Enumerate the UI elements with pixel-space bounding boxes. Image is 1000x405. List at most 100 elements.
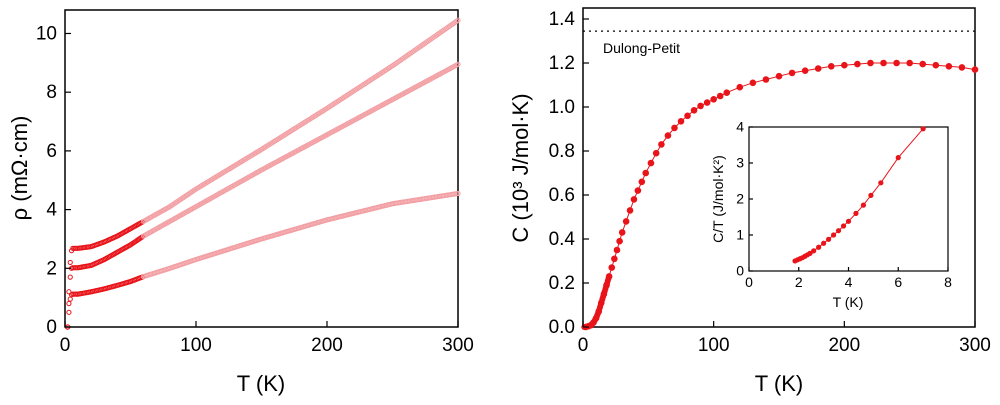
resistivity-point: [67, 296, 73, 302]
resistivity-series-sample-bottom: [65, 190, 461, 330]
heat-capacity-point: [841, 61, 848, 69]
heat-capacity-point: [613, 246, 621, 254]
heat-capacity-point: [801, 67, 809, 74]
heat-capacity-point: [958, 64, 966, 71]
heat-capacity-point: [723, 89, 731, 96]
heat-capacity-point: [597, 299, 605, 307]
heat-capacity-point: [608, 264, 616, 271]
dulong-petit-label: Dulong-Petit: [603, 40, 680, 56]
heat-capacity-point: [634, 187, 642, 194]
heat-capacity-point: [710, 96, 717, 103]
resistivity-point: [67, 274, 73, 280]
heat-capacity-point: [814, 65, 822, 72]
resistivity-x-tick-label: 100: [180, 335, 212, 356]
resistivity-plot-frame: [64, 9, 459, 328]
inset-y-tick-label: 2: [736, 191, 744, 207]
heat-capacity-point: [642, 169, 650, 177]
heat-capacity-y-tick-label: 1.0: [549, 97, 575, 118]
heat-capacity-point: [592, 314, 600, 322]
inset-point: [807, 250, 813, 256]
heat-capacity-y-tick-label: 0.4: [549, 229, 576, 250]
resistivity-point: [455, 61, 461, 67]
inset-point: [868, 192, 874, 198]
heat-capacity-point: [716, 92, 724, 100]
resistivity-panel: 0 100 200 300 0 2 4 6 8 10 T (K) ρ (mΩ·cm): [7, 9, 474, 396]
inset-point: [821, 240, 827, 246]
inset-y-axis-label: C/T (J/mol·K²): [710, 155, 726, 243]
heat-capacity-y-tick-label: 0.8: [549, 141, 575, 162]
heat-capacity-point: [647, 159, 655, 167]
heat-capacity-x-tick-label: 0: [578, 335, 589, 356]
heat-capacity-x-tick-label: 200: [828, 335, 860, 356]
resistivity-y-tick-label: 2: [46, 258, 57, 279]
heat-capacity-point: [703, 99, 711, 106]
heat-capacity-point: [595, 308, 602, 315]
inset-y-tick-label: 4: [736, 119, 744, 135]
heat-capacity-point: [867, 59, 874, 67]
heat-capacity-point: [788, 69, 796, 77]
inset-x-tick-label: 8: [944, 274, 952, 290]
resistivity-series-sample-top: [65, 17, 461, 330]
inset-x-tick-label: 4: [845, 274, 853, 290]
heat-capacity-point: [749, 79, 757, 87]
heat-capacity-point: [618, 229, 626, 236]
heat-capacity-point: [603, 281, 610, 289]
heat-capacity-point: [971, 66, 979, 73]
inset-point: [816, 244, 822, 250]
heat-capacity-point: [736, 83, 744, 91]
heat-capacity-point: [630, 196, 638, 203]
inset-marks: [792, 126, 926, 264]
resistivity-x-tick-label: 200: [311, 335, 343, 356]
resistivity-y-tick-label: 6: [46, 141, 57, 162]
resistivity-marks: [65, 17, 461, 330]
heat-capacity-point: [677, 118, 685, 125]
inset-point: [853, 210, 859, 216]
heat-capacity-x-tick-label: 300: [959, 335, 991, 356]
heat-capacity-point: [919, 60, 927, 68]
heat-capacity-point: [664, 132, 672, 139]
heat-capacity-plot-frame: [582, 7, 976, 328]
inset-point: [835, 228, 842, 234]
heat-capacity-panel: Dulong-Petit 0 100 200 3000.00.20.40.60.81.…: [508, 7, 991, 396]
resistivity-axes: 0 100 200 300 0 2 4 6 8 10: [36, 23, 474, 356]
heat-capacity-point: [616, 237, 623, 245]
inset-point: [840, 223, 847, 229]
inset-axes: 0 2 4 6 8 0 1 2 3 4: [736, 119, 952, 291]
inset-point: [826, 236, 832, 242]
heat-capacity-point: [658, 141, 665, 148]
heat-capacity-point: [697, 102, 704, 110]
heat-capacity-point: [622, 218, 630, 225]
resistivity-y-tick-label: 4: [46, 200, 57, 221]
inset-x-tick-label: 0: [745, 274, 753, 290]
resistivity-point: [455, 190, 461, 197]
resistivity-x-tick-label: 300: [442, 335, 474, 356]
heat-capacity-point: [690, 107, 698, 114]
inset-point: [830, 232, 837, 238]
inset-x-tick-label: 6: [894, 274, 902, 290]
resistivity-y-axis-label: ρ (mΩ·cm): [7, 116, 32, 221]
resistivity-point: [67, 259, 73, 266]
heat-capacity-point: [671, 124, 678, 132]
heat-capacity-point: [932, 61, 940, 69]
heat-capacity-y-tick-label: 0.6: [549, 185, 575, 206]
heat-capacity-point: [880, 59, 887, 67]
inset-plot-frame: [748, 126, 949, 272]
heat-capacity-point: [893, 59, 900, 67]
inset-point: [860, 202, 867, 208]
resistivity-point: [66, 309, 72, 315]
inset-point: [878, 180, 884, 186]
heat-capacity-x-tick-label: 100: [698, 335, 730, 356]
resistivity-series-sample-middle: [65, 61, 461, 330]
inset-point: [811, 248, 817, 254]
resistivity-y-tick-label: 0: [46, 317, 57, 338]
inset-y-tick-label: 0: [736, 263, 744, 279]
inset-point: [895, 155, 901, 161]
heat-capacity-y-axis-label: C (10³ J/mol·K): [508, 93, 533, 242]
heat-capacity-point: [605, 273, 613, 280]
inset-x-tick-label: 2: [795, 274, 803, 290]
heat-capacity-point: [775, 72, 783, 80]
heat-capacity-point: [626, 207, 634, 214]
heat-capacity-x-axis-label: T (K): [755, 371, 803, 396]
